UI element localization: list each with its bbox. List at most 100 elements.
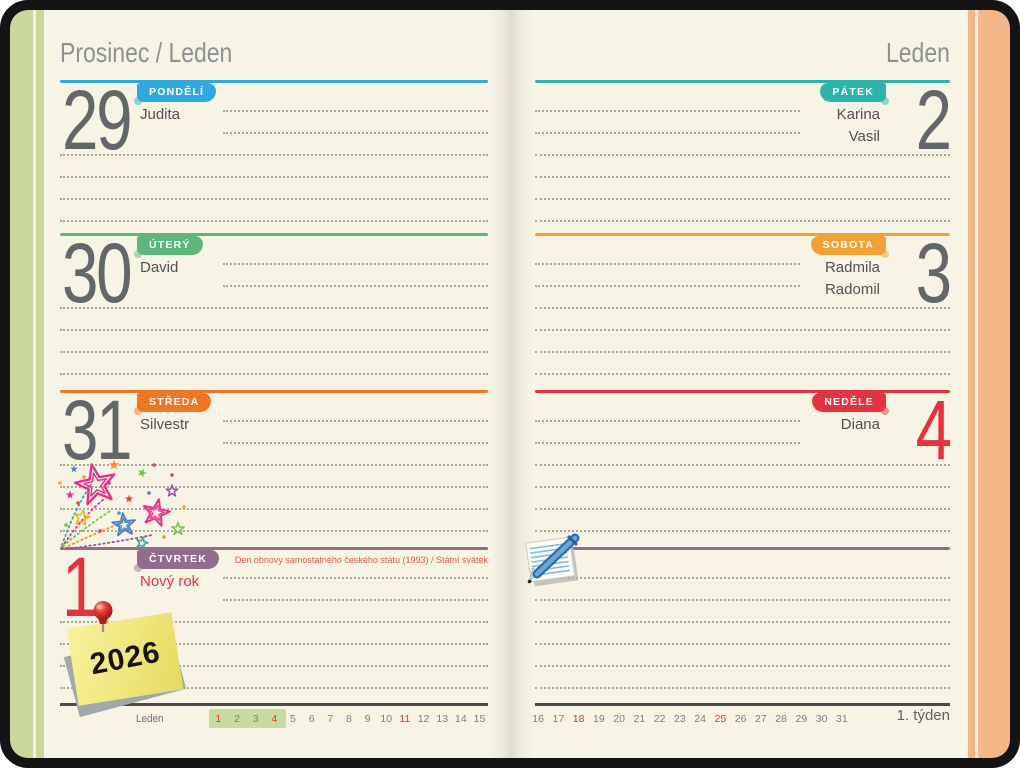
weekday-tab: NEDĚLE [812, 393, 889, 415]
mini-calendar-day: 4 [271, 713, 278, 725]
ruled-dotted-line [60, 307, 488, 309]
ruled-dotted-line [223, 263, 488, 265]
name-day-label: Nový rok [140, 573, 200, 590]
ruled-dotted-line [60, 621, 488, 623]
ruled-dotted-line [535, 643, 950, 645]
ruled-dotted-line [223, 442, 488, 444]
mini-calendar-day: 16 [532, 713, 544, 725]
weekday-tab: PONDĚLÍ [134, 83, 217, 105]
mini-calendar-day: 1 [215, 713, 222, 725]
mini-calendar-day: 10 [380, 713, 393, 725]
name-day-label: Diana [840, 416, 880, 433]
day-number: 31 [62, 383, 133, 477]
ruled-dotted-line [60, 198, 488, 200]
mini-calendar-day: 14 [455, 713, 467, 725]
ruled-dotted-line [60, 176, 488, 178]
day-color-line [535, 233, 950, 236]
tab-dot [134, 407, 142, 415]
mini-calendar-day: 2 [234, 713, 240, 725]
ruled-dotted-line [535, 176, 950, 178]
day-color-line [60, 547, 488, 550]
name-day-list: David [140, 257, 178, 279]
mini-calendar-day: 21 [633, 713, 646, 725]
weekday-tab: PÁTEK [820, 83, 889, 105]
name-day-label: Radomil [824, 281, 880, 298]
mini-calendar-day: 19 [593, 713, 605, 725]
tab-dot [881, 250, 889, 258]
page-gutter-shadow [489, 10, 533, 758]
name-day-label: Vasil [848, 128, 880, 145]
mini-calendar-highlight [209, 709, 286, 728]
day-color-line [535, 547, 950, 550]
weekday-tab: SOBOTA [810, 236, 889, 258]
ruled-dotted-line [535, 665, 950, 667]
ruled-dotted-line [535, 220, 950, 222]
ruled-dotted-line [60, 464, 488, 466]
ruled-dotted-line [535, 486, 950, 488]
day-block-wednesday-31: STŘEDA 31 Silvestr [60, 383, 488, 548]
ruled-dotted-line [60, 329, 488, 331]
mini-calendar-day: 30 [815, 713, 828, 725]
weekday-label: SOBOTA [822, 239, 874, 251]
ruled-dotted-line [535, 329, 950, 331]
ruled-dotted-line [60, 508, 488, 510]
name-day-label: David [140, 259, 179, 276]
ruled-dotted-line [60, 530, 488, 532]
mini-calendar-day: 31 [836, 713, 848, 725]
day-block-thursday-1: ČTVRTEK 1 Nový rok Den obnovy samostatné… [60, 545, 488, 705]
mini-calendar-right: 16 17 18 19 20 21 22 23 24 25 26 27 28 29 30 31 [528, 710, 852, 728]
ruled-dotted-line [535, 508, 950, 510]
ruled-dotted-line [535, 110, 800, 112]
ruled-dotted-line [535, 285, 800, 287]
ruled-dotted-line [60, 373, 488, 375]
right-page-edge-strip [968, 10, 1010, 758]
name-day-label: Silvestr [140, 416, 190, 433]
ruled-dotted-line [535, 442, 800, 444]
name-day-list: Radmila Radomil [825, 257, 880, 301]
day-color-line [60, 80, 488, 83]
ruled-dotted-line [535, 351, 950, 353]
name-day-label: Karina [836, 106, 880, 123]
weekday-tab: ÚTERÝ [134, 236, 203, 258]
ruled-dotted-line [60, 486, 488, 488]
ruled-dotted-line [223, 132, 488, 134]
ruled-dotted-line [535, 577, 950, 579]
ruled-dotted-line [535, 263, 800, 265]
week-number-label: 1. týden [896, 707, 950, 724]
mini-calendar-day: 13 [436, 713, 449, 725]
day-color-line [60, 390, 488, 393]
right-page-title: Leden [886, 37, 950, 68]
tab-dot [134, 564, 142, 572]
name-day-label: Judita [140, 106, 181, 123]
weekday-tab: STŘEDA [134, 393, 212, 415]
weekday-label: ÚTERÝ [149, 239, 191, 251]
mini-calendar-day: 15 [473, 713, 486, 725]
sticky-note: 2026 [66, 612, 184, 706]
weekday-label: PONDĚLÍ [149, 86, 205, 98]
day-color-line [535, 80, 950, 83]
mini-calendar-day: 18 [572, 713, 585, 725]
ruled-dotted-line [535, 687, 950, 689]
name-day-label: Radmila [824, 259, 880, 276]
day-block-saturday-3: SOBOTA 3 Radmila Radomil [535, 231, 952, 391]
ruled-dotted-line [535, 373, 950, 375]
ruled-dotted-line [535, 132, 800, 134]
day-block-sunday-4: NEDĚLE 4 Diana [535, 388, 952, 548]
tab-dot [881, 407, 889, 415]
tab-dot [134, 250, 142, 258]
mini-calendar-day: 26 [734, 713, 747, 725]
ruled-dotted-line [60, 351, 488, 353]
footer-month-label: Leden [136, 713, 164, 725]
ruled-dotted-line [60, 687, 488, 689]
ruled-dotted-line [223, 110, 488, 112]
footer-separator-left [60, 703, 488, 706]
footer-separator-right [535, 703, 950, 706]
weekday-label: NEDĚLE [824, 396, 874, 408]
day-number: 29 [62, 73, 133, 167]
day-block-monday-29: PONDĚLÍ 29 Judita [60, 73, 488, 238]
mini-calendar-day: 6 [308, 713, 315, 725]
mini-calendar-day: 27 [755, 713, 767, 725]
day-color-line [60, 233, 488, 236]
ruled-dotted-line [535, 307, 950, 309]
ruled-dotted-line [535, 621, 950, 623]
